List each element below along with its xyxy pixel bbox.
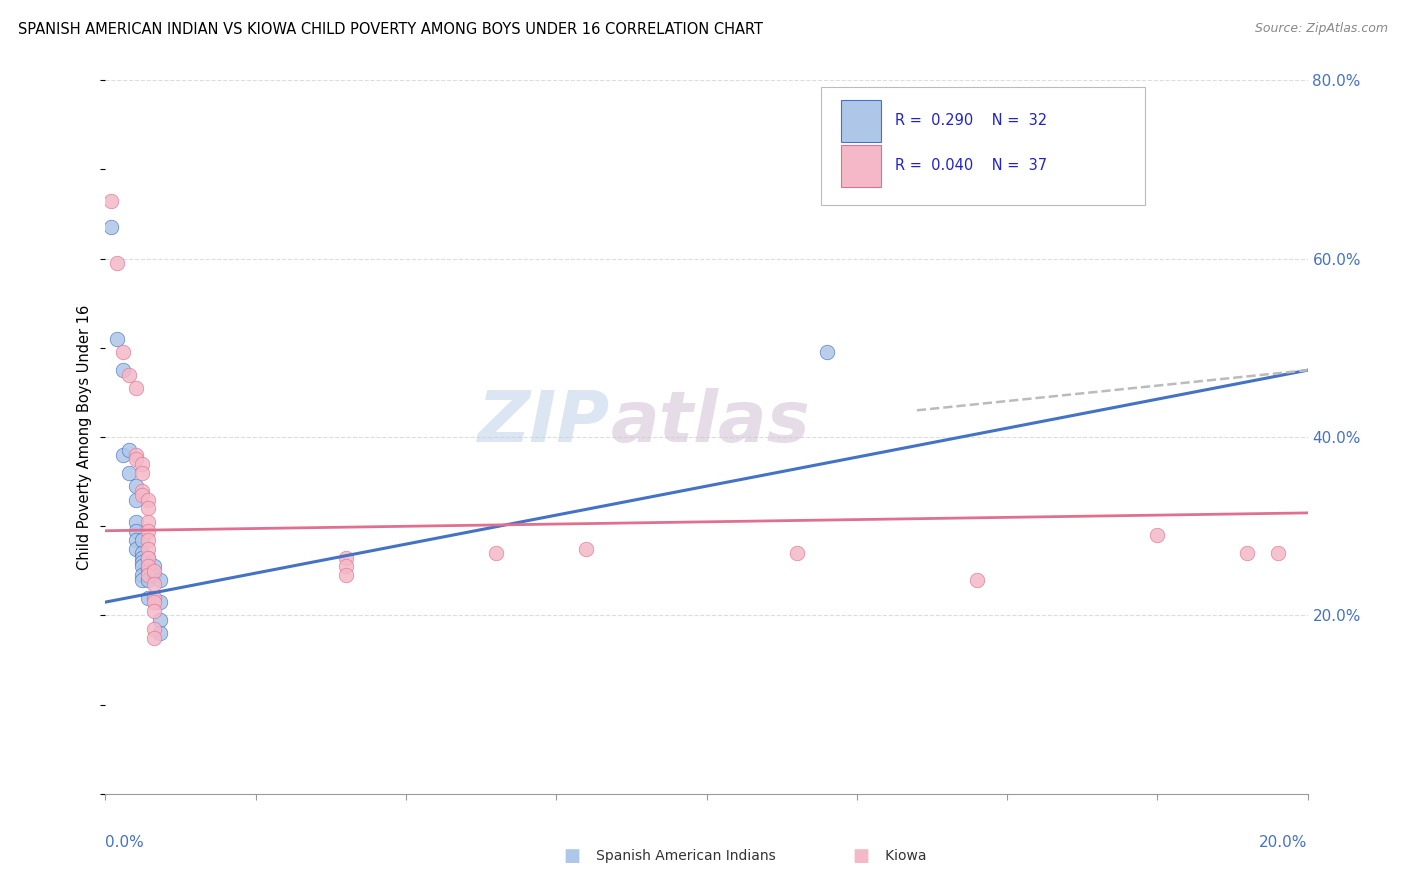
Point	[142, 564, 165, 578]
Point	[124, 533, 146, 547]
Point	[1236, 546, 1258, 560]
Point	[575, 541, 598, 556]
Text: R =  0.290    N =  32: R = 0.290 N = 32	[896, 113, 1047, 128]
Point	[131, 466, 153, 480]
Point	[136, 541, 159, 556]
Text: ZIP: ZIP	[478, 388, 610, 458]
Text: Spanish American Indians: Spanish American Indians	[583, 849, 776, 863]
Point	[131, 483, 153, 498]
Point	[148, 573, 170, 587]
FancyBboxPatch shape	[841, 145, 880, 187]
Text: Kiowa: Kiowa	[872, 849, 927, 863]
Point	[112, 448, 135, 462]
Text: R =  0.040    N =  37: R = 0.040 N = 37	[896, 159, 1047, 173]
Point	[124, 479, 146, 493]
Point	[136, 573, 159, 587]
Point	[142, 604, 165, 618]
Point	[118, 368, 141, 382]
Point	[100, 194, 122, 208]
Point	[124, 524, 146, 538]
Point	[112, 345, 135, 359]
FancyBboxPatch shape	[821, 87, 1146, 205]
Point	[118, 466, 141, 480]
Point	[148, 626, 170, 640]
Point	[124, 448, 146, 462]
Point	[136, 568, 159, 582]
Point	[131, 550, 153, 565]
Point	[148, 595, 170, 609]
Point	[966, 573, 988, 587]
Text: 0.0%: 0.0%	[105, 836, 145, 850]
Point	[1146, 528, 1168, 542]
Point	[335, 550, 357, 565]
Point	[136, 515, 159, 529]
Point	[136, 550, 159, 565]
Point	[335, 559, 357, 574]
Point	[148, 613, 170, 627]
Point	[142, 568, 165, 582]
Point	[1267, 546, 1289, 560]
Point	[136, 533, 159, 547]
FancyBboxPatch shape	[841, 100, 880, 143]
Point	[118, 443, 141, 458]
Point	[131, 573, 153, 587]
Point	[142, 591, 165, 605]
Y-axis label: Child Poverty Among Boys Under 16: Child Poverty Among Boys Under 16	[77, 304, 93, 570]
Point	[335, 568, 357, 582]
Point	[124, 381, 146, 395]
Point	[142, 577, 165, 591]
Point	[124, 452, 146, 467]
Point	[485, 546, 508, 560]
Point	[131, 568, 153, 582]
Point	[136, 550, 159, 565]
Point	[124, 492, 146, 507]
Point	[142, 622, 165, 636]
Point	[107, 332, 129, 346]
Point	[136, 559, 159, 574]
Point	[112, 363, 135, 377]
Point	[786, 546, 808, 560]
Point	[815, 345, 838, 359]
Point	[131, 488, 153, 502]
Point	[131, 555, 153, 569]
Text: ■: ■	[852, 847, 869, 865]
Point	[107, 256, 129, 270]
Point	[142, 631, 165, 645]
Text: Source: ZipAtlas.com: Source: ZipAtlas.com	[1254, 22, 1388, 36]
Point	[136, 564, 159, 578]
Point	[131, 546, 153, 560]
Point	[142, 595, 165, 609]
Point	[142, 591, 165, 605]
Point	[136, 524, 159, 538]
Text: 20.0%: 20.0%	[1260, 836, 1308, 850]
Point	[131, 559, 153, 574]
Point	[136, 591, 159, 605]
Point	[142, 559, 165, 574]
Text: ■: ■	[564, 847, 581, 865]
Text: SPANISH AMERICAN INDIAN VS KIOWA CHILD POVERTY AMONG BOYS UNDER 16 CORRELATION C: SPANISH AMERICAN INDIAN VS KIOWA CHILD P…	[18, 22, 763, 37]
Point	[131, 457, 153, 471]
Point	[124, 541, 146, 556]
Point	[136, 559, 159, 574]
Text: atlas: atlas	[610, 388, 810, 458]
Point	[131, 533, 153, 547]
Point	[100, 220, 122, 235]
Point	[124, 515, 146, 529]
Point	[136, 501, 159, 516]
Point	[136, 492, 159, 507]
